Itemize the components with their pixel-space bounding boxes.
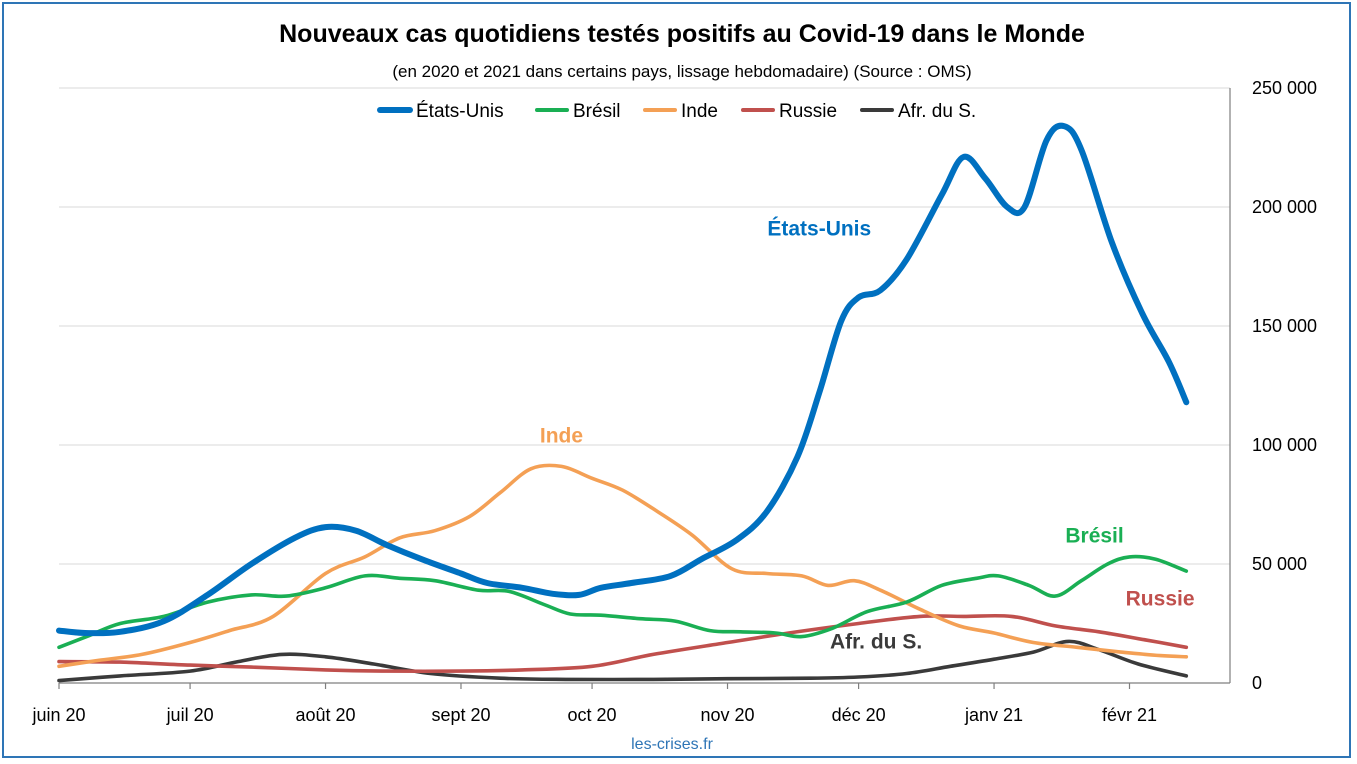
series-line-1	[57, 554, 1189, 650]
line-chart: Nouveaux cas quotidiens testés positifs …	[31, 20, 1317, 753]
series-annotation: Russie	[1126, 588, 1195, 611]
x-tick-label: juin 20	[31, 705, 85, 725]
series-annotation: Brésil	[1065, 525, 1123, 548]
y-tick-label: 200 000	[1252, 197, 1317, 217]
gridlines	[59, 87, 1230, 684]
legend-entry: Afr. du S.	[898, 101, 976, 122]
y-tick-label: 250 000	[1252, 78, 1317, 98]
x-axis-ticks: juin 20 juil 20 août 20 sept 20 oct 20 nov 20…	[31, 705, 1157, 725]
chart-subtitle: (en 2020 et 2021 dans certains pays, lis…	[392, 62, 971, 81]
series-annotation: États-Unis	[767, 218, 871, 241]
x-tick-label: sept 20	[431, 705, 490, 725]
legend-entry: Inde	[681, 101, 718, 122]
x-tick-label: août 20	[296, 705, 356, 725]
series-annotation: Inde	[540, 425, 583, 448]
x-tick-label: févr 21	[1102, 705, 1157, 725]
series-annotations: États-Unis Inde Brésil Russie Afr. du S.	[540, 218, 1195, 654]
series-line-3	[57, 613, 1189, 674]
series-lines	[56, 122, 1190, 683]
legend-entry: Brésil	[573, 101, 621, 122]
series-line-2	[57, 463, 1189, 669]
axes	[58, 88, 1231, 689]
y-tick-label: 50 000	[1252, 554, 1307, 574]
legend-entry: États-Unis	[416, 101, 504, 122]
x-tick-label: nov 20	[700, 705, 754, 725]
x-tick-label: janv 21	[964, 705, 1023, 725]
series-line-0	[56, 122, 1190, 637]
series-line-4	[57, 639, 1189, 683]
x-tick-label: oct 20	[568, 705, 617, 725]
series-annotation: Afr. du S.	[830, 630, 922, 653]
x-tick-label: juil 20	[166, 705, 214, 725]
y-axis-ticks: 250 000 200 000 150 000 100 000 50 000 0	[1252, 78, 1317, 693]
y-tick-label: 150 000	[1252, 316, 1317, 336]
y-tick-label: 0	[1252, 673, 1262, 693]
legend: États-Unis Brésil Inde Russie Afr. du S.	[377, 101, 976, 122]
legend-entry: Russie	[779, 101, 837, 122]
source-credit: les-crises.fr	[631, 736, 713, 753]
y-tick-label: 100 000	[1252, 435, 1317, 455]
x-tick-label: déc 20	[832, 705, 886, 725]
chart-title: Nouveaux cas quotidiens testés positifs …	[279, 20, 1085, 48]
